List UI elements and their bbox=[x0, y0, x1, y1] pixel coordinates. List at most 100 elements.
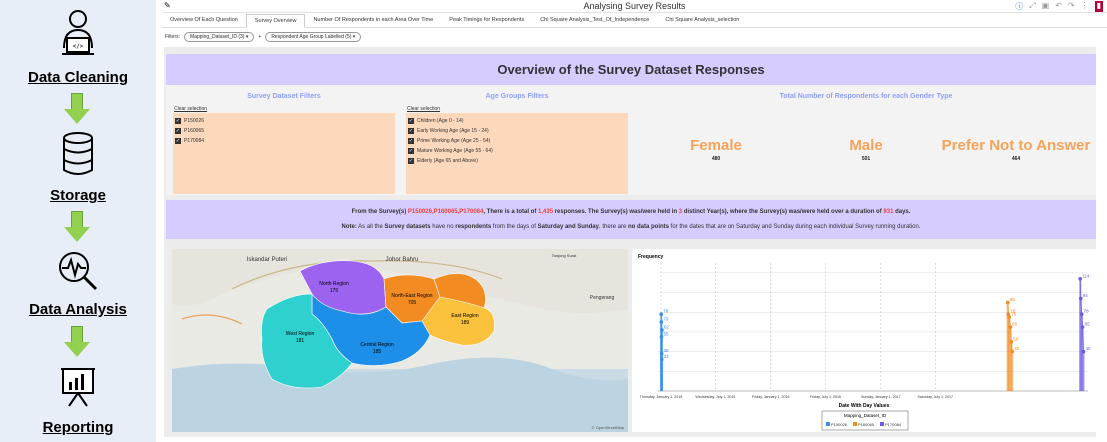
survey-checkbox-item[interactable]: ✓ P160065 bbox=[175, 128, 205, 134]
north-region-label: North Region bbox=[319, 281, 349, 287]
person-laptop-icon: </> bbox=[62, 10, 94, 55]
region-map[interactable]: North Region 175 North-East Region 705 Eas… bbox=[172, 249, 628, 432]
survey-filters-title: Survey Dataset Filters bbox=[247, 93, 321, 100]
legend-swatch bbox=[853, 422, 857, 426]
age-clear-selection[interactable]: Clear selection bbox=[407, 106, 441, 112]
tab-respondents-area[interactable]: Number Of Respondents in each Area Over … bbox=[313, 17, 434, 23]
survey-filter-list: ✓ P150026 ✓ P160065 ✓ P170084 bbox=[173, 113, 395, 194]
top-bar: ✎ Analysing Survey Results ⓘ ⤢ ▣ ↶ ↷ ⋮ ▮ bbox=[162, 0, 1107, 13]
gender-name: Male bbox=[849, 137, 883, 154]
data-point bbox=[1005, 300, 1010, 305]
app-logo-icon[interactable]: ▮ bbox=[1094, 1, 1103, 12]
data-label: 40 bbox=[1085, 346, 1091, 351]
x-tick-label: Friday, January 1, 2016 bbox=[752, 395, 790, 399]
gender-name: Female bbox=[690, 137, 742, 154]
y-axis-label: Frequency bbox=[638, 254, 664, 260]
overview-banner: Overview of the Survey Dataset Responses bbox=[166, 54, 1096, 85]
chart-svg: Frequency Date With Day Values Mapping_D… bbox=[638, 254, 1091, 431]
place-iskandar-puteri: Iskandar Puteri bbox=[247, 257, 287, 263]
filter-chip-dataset[interactable]: Mapping_Dataset_ID (3) ▾ bbox=[184, 32, 255, 42]
data-point bbox=[659, 312, 664, 316]
data-label: 62 bbox=[664, 324, 670, 329]
data-label: 65 bbox=[1085, 322, 1091, 327]
east-region[interactable] bbox=[421, 296, 495, 346]
age-checkbox-item[interactable]: ✓ Elderly (Age 65 and Above) bbox=[408, 158, 478, 164]
data-point bbox=[1078, 276, 1082, 281]
redo-icon[interactable]: ↷ bbox=[1067, 1, 1075, 10]
gender-female: Female 480 bbox=[666, 137, 766, 162]
tab-chi-square-selection[interactable]: Chi Square Analysis_selection bbox=[665, 17, 740, 23]
data-point bbox=[1008, 325, 1013, 329]
menu-icon[interactable]: ⋮ bbox=[1080, 1, 1089, 10]
database-icon bbox=[63, 132, 93, 175]
place-tanjung-surat: Tanjung Surat bbox=[552, 253, 578, 258]
data-point bbox=[659, 335, 664, 339]
survey-checkbox-item[interactable]: ✓ P170084 bbox=[175, 138, 205, 144]
legend-label: P170084 bbox=[885, 422, 902, 427]
west-region[interactable] bbox=[261, 293, 353, 389]
tab-peak-timings[interactable]: Peak Timings for Respondents bbox=[449, 17, 525, 23]
gender-prefer-not: Prefer Not to Answer 464 bbox=[936, 137, 1096, 162]
magnifier-pulse-icon bbox=[59, 252, 98, 291]
down-arrow-icon bbox=[64, 211, 90, 243]
frequency-chart[interactable]: Frequency Date With Day Values Mapping_D… bbox=[632, 249, 1096, 432]
data-point bbox=[659, 320, 664, 324]
survey-clear-selection[interactable]: Clear selection bbox=[174, 106, 208, 112]
west-region-label: West Region bbox=[286, 331, 315, 337]
age-filter-list: ✓ Children (Age 0 - 14) ✓ Early Working Ag… bbox=[406, 113, 628, 194]
age-checkbox-item[interactable]: ✓ Mature Working Age (Age 55 - 64) bbox=[408, 148, 493, 154]
data-label: 75 bbox=[1011, 312, 1017, 317]
legend-box bbox=[821, 410, 909, 431]
data-label: 55 bbox=[663, 331, 669, 336]
age-checkbox-item[interactable]: ✓ Children (Age 0 - 14) bbox=[408, 118, 464, 124]
data-label: 40 bbox=[1014, 346, 1020, 351]
content-area: Overview of the Survey Dataset Responses… bbox=[164, 47, 1096, 437]
tab-strip: Overview Of Each Question Survey Overvie… bbox=[162, 14, 1107, 28]
west-region-value: 181 bbox=[296, 338, 305, 344]
x-axis-label: Date With Day Values bbox=[839, 403, 890, 409]
map-svg: North Region 175 North-East Region 705 Eas… bbox=[172, 249, 628, 432]
edit-pencil-icon[interactable]: ✎ bbox=[164, 1, 171, 10]
gender-value: 464 bbox=[1011, 156, 1021, 162]
legend-swatch bbox=[880, 422, 884, 426]
x-tick-label: Thursday, January 1, 2015 bbox=[640, 395, 682, 399]
survey-checkbox-item[interactable]: ✓ P150026 bbox=[175, 118, 205, 124]
step-label: Data Cleaning bbox=[27, 69, 129, 86]
toolbar-icons: ⓘ ⤢ ▣ ↶ ↷ ⋮ ▮ bbox=[1015, 1, 1103, 12]
pipeline-panel: </> Data Cleaning Storage Data Analysis bbox=[0, 0, 156, 442]
gender-value: 480 bbox=[711, 156, 721, 162]
tab-survey-overview[interactable]: Survey Overview bbox=[245, 14, 306, 28]
step-label: Data Analysis bbox=[29, 301, 127, 318]
grid: Thursday, January 1, 2015 Wednesday, July… bbox=[640, 263, 1088, 399]
undo-icon[interactable]: ↶ bbox=[1055, 1, 1062, 10]
chip-label: Respondent Age Group Labelled (5) bbox=[271, 34, 352, 40]
tab-chi-square-test[interactable]: Chi Square Analysis_Test_Of_Independence bbox=[540, 17, 650, 23]
expand-icon[interactable]: ⤢ bbox=[1029, 1, 1036, 10]
presentation-chart-icon bbox=[61, 368, 95, 407]
age-checkbox-item[interactable]: ✓ Early Working Age (Age 15 - 24) bbox=[408, 128, 489, 134]
summary-line-2: Note: As all the Survey datasets have no… bbox=[341, 224, 921, 230]
data-point bbox=[1080, 325, 1085, 329]
data-point bbox=[1009, 339, 1014, 344]
legend-items: P150026 P160065 P170084 bbox=[826, 422, 902, 427]
legend-title: Mapping_Dataset_ID bbox=[844, 413, 887, 418]
save-icon[interactable]: ▣ bbox=[1041, 1, 1050, 10]
data-label: 90 bbox=[1010, 297, 1016, 302]
filter-chip-age[interactable]: Respondent Age Group Labelled (5) ▾ bbox=[265, 32, 362, 42]
gender-name: Prefer Not to Answer bbox=[941, 137, 1091, 154]
info-icon[interactable]: ⓘ bbox=[1015, 2, 1024, 11]
age-checkbox-item[interactable]: ✓ Prime Working Age (Age 25 - 54) bbox=[408, 138, 491, 144]
x-tick-label: Sunday, January 1, 2017 bbox=[861, 395, 901, 399]
down-arrow-icon bbox=[64, 93, 90, 125]
data-label: 65 bbox=[1012, 322, 1018, 327]
place-pengerang: Pengerang bbox=[590, 295, 615, 301]
tab-overview-each-question[interactable]: Overview Of Each Question bbox=[170, 17, 238, 23]
filter-plus[interactable]: + bbox=[258, 34, 262, 40]
summary-banner: From the Survey(s) P150026,P160065,P1700… bbox=[166, 200, 1096, 239]
data-point bbox=[659, 357, 664, 362]
